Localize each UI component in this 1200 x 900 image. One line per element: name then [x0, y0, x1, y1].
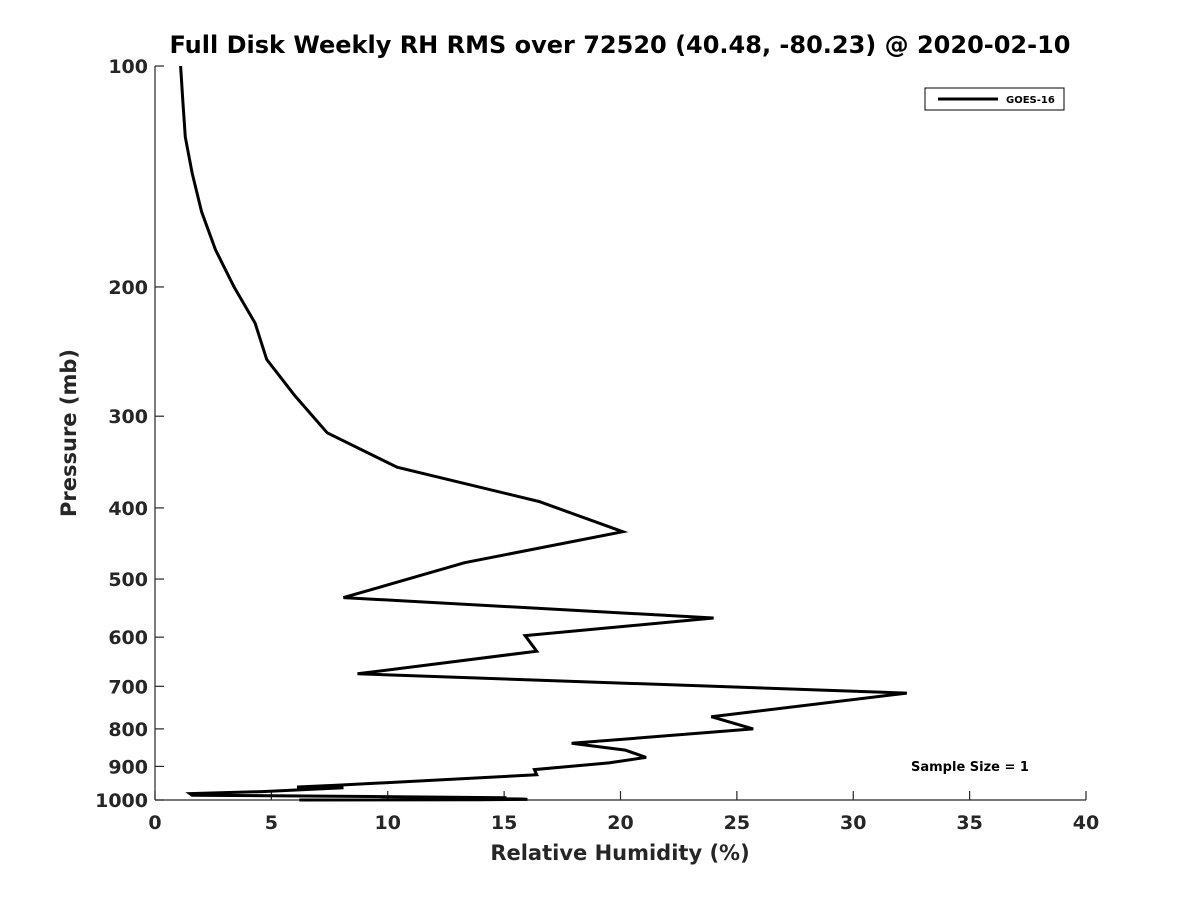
- y-tick-label: 800: [108, 719, 148, 741]
- x-tick-label: 20: [607, 812, 633, 834]
- y-tick-label: 300: [108, 406, 148, 428]
- legend: GOES-16: [924, 87, 1065, 111]
- x-tick-group: 0 5 10 15 20 25 30 35 40: [148, 791, 1099, 834]
- x-tick-label: 30: [840, 812, 866, 834]
- y-tick-group: 100 200 300 400 500 600 700 800 900 1000: [95, 56, 164, 812]
- x-tick-label: 5: [265, 812, 278, 834]
- x-tick-label: 15: [491, 812, 517, 834]
- x-axis-label: Relative Humidity (%): [490, 841, 749, 865]
- y-tick-label: 100: [108, 56, 148, 78]
- y-tick-label: 900: [108, 756, 148, 778]
- x-tick-label: 40: [1073, 812, 1099, 834]
- y-axis-label: Pressure (mb): [57, 349, 81, 517]
- x-tick-label: 10: [375, 812, 401, 834]
- y-tick-label: 400: [108, 498, 148, 520]
- y-tick-label: 500: [108, 569, 148, 591]
- y-tick-label: 200: [108, 277, 148, 299]
- x-tick-label: 0: [148, 812, 161, 834]
- legend-label-goes-16: GOES-16: [1006, 95, 1055, 106]
- y-tick-label: 700: [108, 676, 148, 698]
- series-line-goes-16: [179, 65, 907, 802]
- x-tick-label: 35: [956, 812, 982, 834]
- chart-title: Full Disk Weekly RH RMS over 72520 (40.4…: [169, 31, 1070, 59]
- sample-size-annotation: Sample Size = 1: [911, 760, 1029, 775]
- y-tick-label: 600: [108, 627, 148, 649]
- y-tick-label: 1000: [95, 790, 148, 812]
- x-tick-label: 25: [724, 812, 750, 834]
